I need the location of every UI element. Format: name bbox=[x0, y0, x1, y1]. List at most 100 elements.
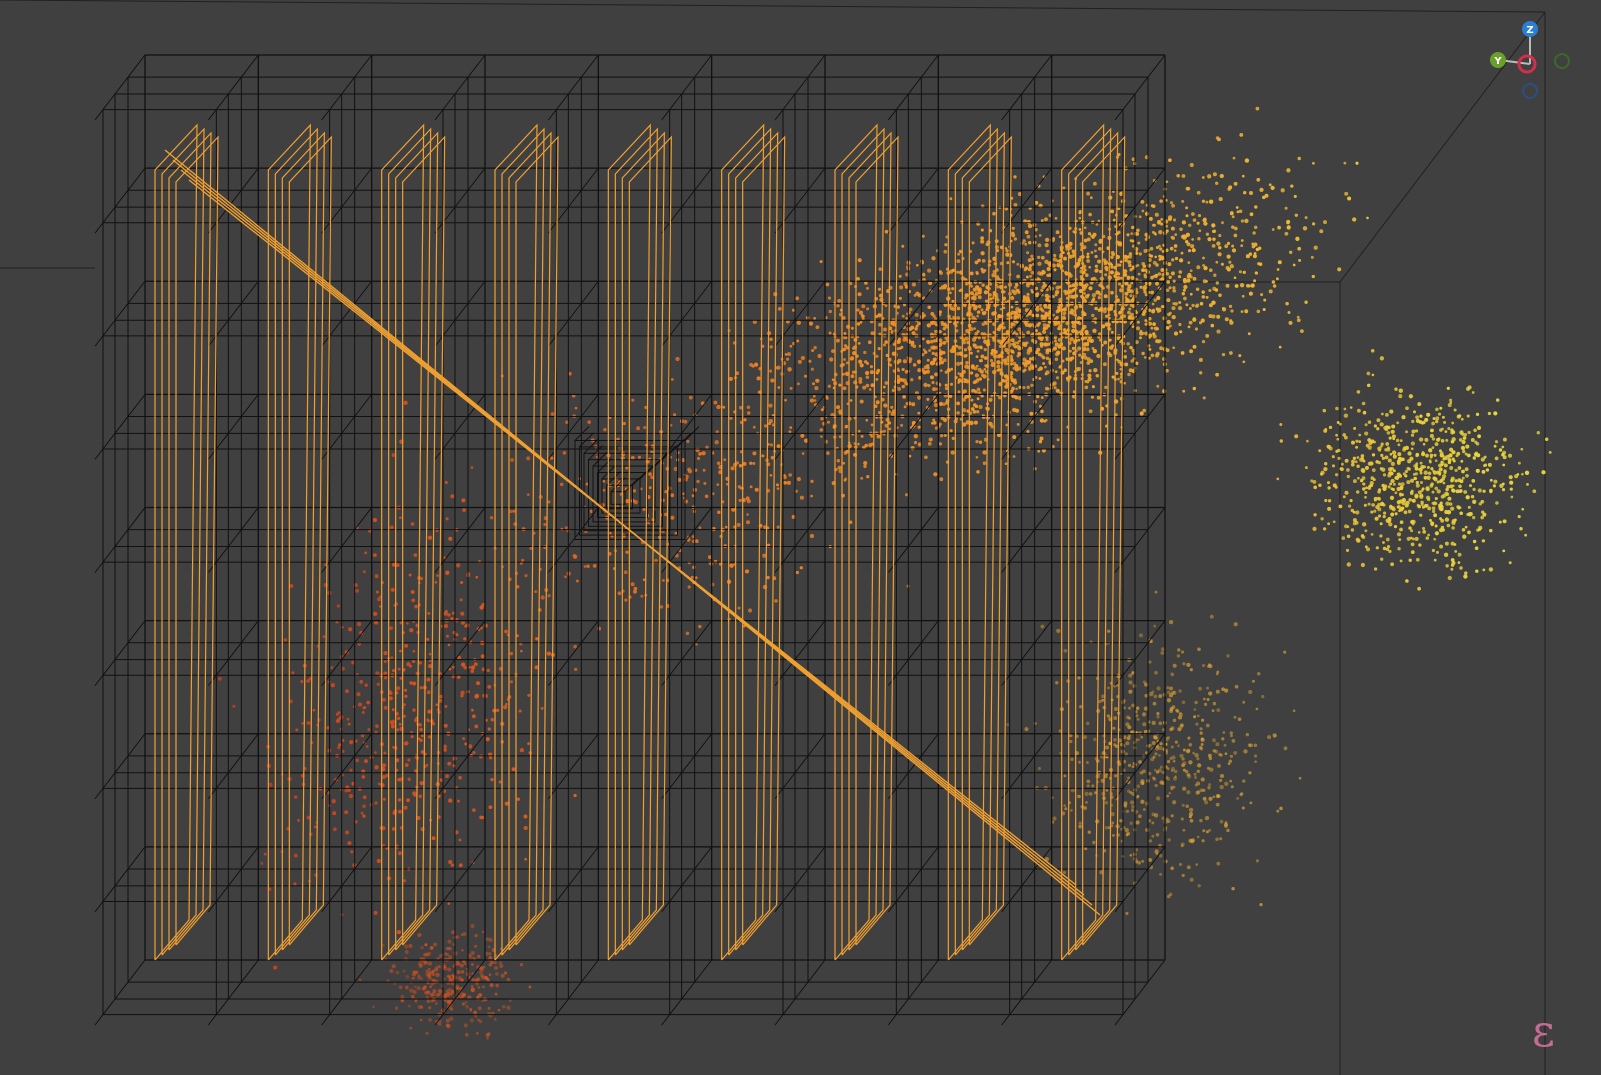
point bbox=[976, 314, 979, 318]
point bbox=[1139, 770, 1144, 775]
point bbox=[428, 652, 432, 656]
point bbox=[926, 323, 931, 328]
point bbox=[1202, 396, 1206, 400]
point bbox=[1030, 333, 1035, 338]
point bbox=[346, 717, 350, 721]
point bbox=[1252, 231, 1256, 235]
point bbox=[1435, 419, 1439, 424]
point bbox=[673, 466, 678, 472]
point bbox=[1494, 440, 1499, 444]
sawtooth-segment bbox=[1075, 131, 1119, 951]
point bbox=[430, 982, 434, 986]
point bbox=[1068, 733, 1073, 738]
point bbox=[932, 387, 937, 392]
point bbox=[1226, 828, 1230, 833]
point bbox=[1078, 216, 1082, 220]
point bbox=[306, 721, 311, 725]
point bbox=[932, 333, 937, 338]
point bbox=[1450, 567, 1454, 571]
point bbox=[490, 777, 494, 782]
point bbox=[1354, 460, 1358, 464]
point bbox=[1098, 269, 1103, 274]
point bbox=[420, 1005, 424, 1009]
point bbox=[977, 258, 981, 263]
point bbox=[1054, 342, 1059, 347]
point bbox=[1188, 807, 1194, 813]
point bbox=[797, 359, 802, 364]
point bbox=[1414, 466, 1419, 471]
point bbox=[774, 599, 778, 603]
point bbox=[1153, 813, 1159, 818]
point bbox=[898, 274, 902, 278]
point bbox=[769, 337, 773, 341]
point bbox=[932, 339, 937, 343]
point bbox=[1085, 801, 1088, 804]
point bbox=[964, 378, 968, 383]
point bbox=[1086, 191, 1091, 196]
gizmo-z-axis-icon[interactable] bbox=[1522, 21, 1538, 37]
point bbox=[849, 399, 853, 402]
point bbox=[1078, 228, 1082, 231]
point bbox=[1102, 362, 1107, 367]
point bbox=[1229, 754, 1233, 758]
point bbox=[584, 529, 588, 534]
point bbox=[1147, 771, 1152, 776]
point bbox=[1086, 361, 1091, 365]
point bbox=[446, 953, 450, 957]
point bbox=[1125, 255, 1130, 259]
point bbox=[1046, 295, 1051, 299]
point bbox=[1072, 390, 1076, 394]
point bbox=[450, 989, 455, 993]
axis-gizmo[interactable]: Z Y bbox=[1480, 16, 1580, 116]
point bbox=[1501, 445, 1505, 449]
point bbox=[378, 605, 382, 608]
point bbox=[744, 569, 750, 574]
point bbox=[408, 943, 413, 949]
point bbox=[1454, 479, 1458, 483]
point bbox=[1198, 229, 1202, 233]
point bbox=[938, 442, 943, 446]
point bbox=[796, 339, 800, 343]
point bbox=[1195, 287, 1200, 292]
point bbox=[969, 271, 974, 276]
point bbox=[1370, 349, 1375, 353]
point bbox=[763, 525, 767, 530]
point bbox=[1202, 829, 1206, 833]
point bbox=[1410, 433, 1415, 437]
point bbox=[1262, 195, 1266, 200]
point bbox=[1138, 215, 1142, 219]
point bbox=[1387, 518, 1392, 523]
point bbox=[1190, 838, 1195, 843]
point bbox=[487, 1032, 491, 1036]
point bbox=[1034, 200, 1039, 205]
point bbox=[1180, 817, 1184, 821]
point bbox=[1323, 220, 1327, 225]
point bbox=[1391, 487, 1395, 492]
sawtooth-segment bbox=[154, 123, 198, 961]
point bbox=[1177, 715, 1183, 720]
point bbox=[1120, 827, 1123, 831]
point bbox=[399, 676, 403, 680]
point bbox=[1154, 783, 1158, 788]
point bbox=[1344, 490, 1349, 495]
point bbox=[1039, 436, 1044, 441]
point bbox=[1427, 497, 1431, 502]
point bbox=[1502, 482, 1505, 486]
point bbox=[819, 260, 823, 264]
point bbox=[1084, 385, 1089, 390]
point bbox=[1304, 300, 1308, 304]
point bbox=[1209, 268, 1213, 272]
point bbox=[1382, 503, 1386, 507]
point bbox=[687, 469, 693, 474]
point bbox=[373, 611, 378, 616]
point bbox=[971, 241, 975, 245]
point bbox=[921, 234, 925, 238]
point bbox=[1414, 536, 1419, 541]
point bbox=[1215, 802, 1220, 807]
point bbox=[731, 507, 736, 512]
point bbox=[1157, 753, 1161, 757]
point bbox=[1071, 283, 1076, 288]
point bbox=[1119, 276, 1123, 280]
